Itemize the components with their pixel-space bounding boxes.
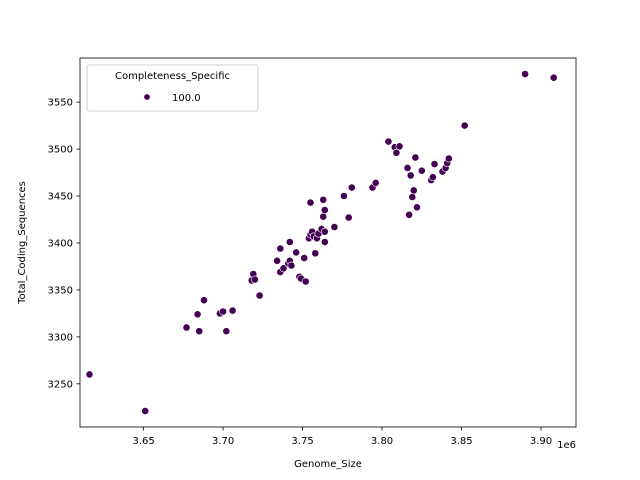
- data-point: [395, 142, 404, 151]
- data-point: [344, 213, 353, 222]
- data-point: [409, 186, 418, 195]
- data-point: [195, 327, 204, 336]
- y-tick-label: 3400: [48, 238, 73, 249]
- legend: Completeness_Specific 100.0: [86, 64, 259, 112]
- data-point: [85, 370, 94, 379]
- data-point: [319, 195, 328, 204]
- data-point: [273, 256, 281, 265]
- data-point: [250, 275, 259, 284]
- data-point: [311, 249, 320, 258]
- legend-entry-label: 100.0: [172, 93, 201, 104]
- data-point: [460, 121, 469, 130]
- data-point: [403, 163, 412, 172]
- y-axis-ticks: 3250 3300 3350 3400 3450 3500 3550: [48, 98, 80, 390]
- y-tick-label: 3450: [48, 192, 73, 203]
- data-point: [320, 206, 329, 214]
- data-point: [413, 203, 421, 212]
- x-tick-label: 3.75: [291, 436, 313, 447]
- data-point: [141, 407, 150, 415]
- data-point: [228, 306, 237, 315]
- data-point: [371, 178, 380, 187]
- data-point: [285, 238, 294, 246]
- y-axis-label: Total_Coding_Sequences: [17, 181, 28, 305]
- x-tick-label: 3.65: [132, 436, 154, 447]
- legend-frame: [86, 64, 259, 112]
- data-point: [384, 137, 393, 146]
- data-point: [392, 148, 401, 157]
- x-axis-label: Genome_Size: [294, 459, 362, 470]
- y-tick-label: 3500: [48, 145, 73, 156]
- data-point: [319, 212, 328, 221]
- x-tick-label: 3.70: [212, 436, 234, 447]
- y-tick-label: 3250: [48, 379, 73, 390]
- data-point: [276, 244, 285, 253]
- data-point: [347, 183, 356, 192]
- plot-frame: [79, 57, 577, 428]
- data-point: [255, 291, 264, 300]
- data-point: [182, 323, 191, 332]
- data-point: [430, 160, 439, 168]
- data-point: [219, 307, 227, 316]
- x-axis-ticks: 3.65 3.70 3.75 3.80 3.85 3.90: [132, 427, 552, 447]
- data-point: [406, 171, 415, 180]
- data-point: [292, 248, 301, 257]
- data-point: [306, 198, 315, 207]
- data-point: [428, 173, 437, 182]
- legend-title: Completeness_Specific: [115, 71, 230, 82]
- data-point: [408, 193, 417, 201]
- legend-marker: [143, 93, 151, 101]
- y-tick-label: 3300: [48, 332, 73, 343]
- x-tick-label: 3.85: [450, 436, 472, 447]
- data-point: [521, 70, 529, 78]
- y-tick-label: 3550: [48, 98, 73, 109]
- data-point: [279, 264, 288, 273]
- x-tick-label: 3.80: [371, 436, 393, 447]
- data-point: [444, 154, 453, 163]
- y-tick-label: 3350: [48, 285, 73, 296]
- data-point: [405, 210, 413, 219]
- data-point: [411, 153, 420, 162]
- data-point: [320, 238, 329, 246]
- data-points: [85, 70, 558, 415]
- data-point: [193, 310, 202, 319]
- data-point: [300, 254, 309, 262]
- data-point: [417, 166, 426, 175]
- data-point: [339, 192, 348, 200]
- data-point: [320, 227, 329, 236]
- x-tick-label: 3.90: [530, 436, 552, 447]
- x-axis-offset-label: 1e6: [557, 440, 576, 451]
- data-point: [549, 73, 558, 82]
- data-point: [200, 296, 208, 305]
- data-point: [301, 277, 310, 286]
- data-point: [330, 223, 339, 231]
- data-point: [287, 261, 296, 270]
- data-point: [222, 327, 231, 336]
